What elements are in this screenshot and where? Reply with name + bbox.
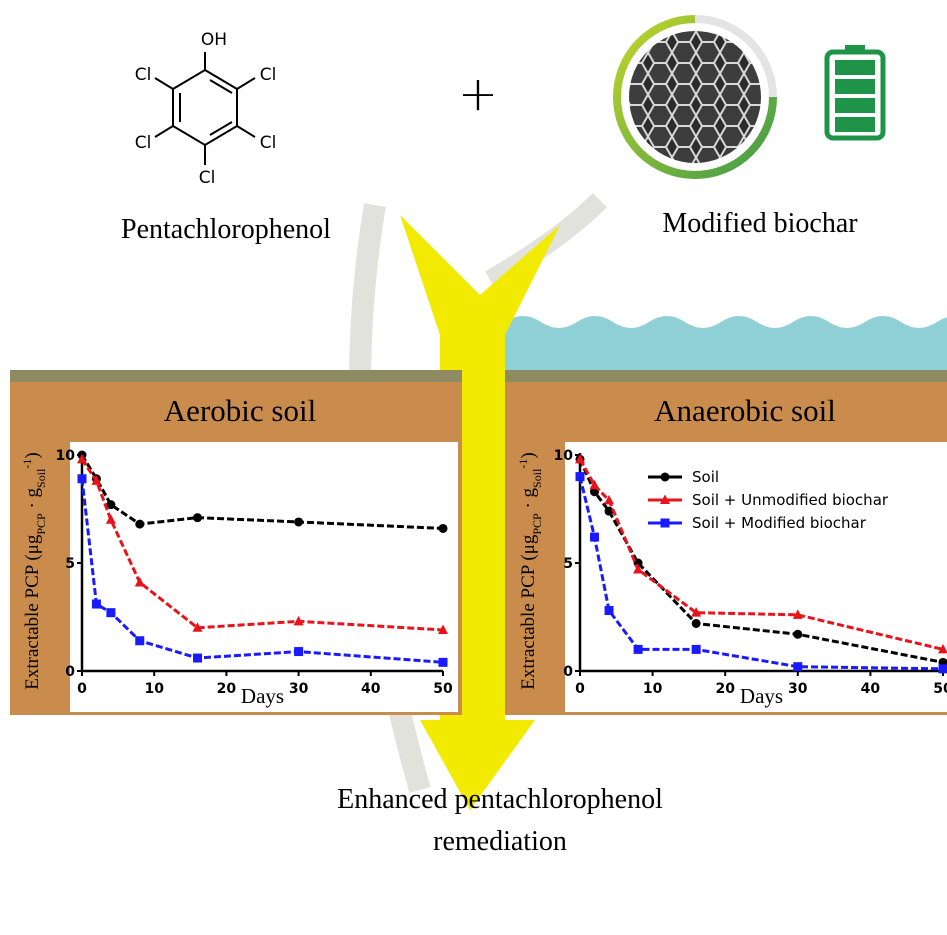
atom-label: Cl: [135, 65, 152, 85]
point: [692, 619, 701, 628]
y-label-part: Soil: [530, 468, 544, 488]
x-tick-label: 0: [77, 681, 87, 697]
y-tick-label: 0: [563, 664, 573, 680]
y-label-part: ): [22, 452, 43, 458]
biochar-image: [629, 31, 761, 163]
chart-title: Aerobic soil: [164, 393, 316, 428]
point: [605, 606, 614, 615]
atom-label: Cl: [260, 133, 277, 153]
water: [505, 316, 947, 372]
footer-line: remediation: [433, 826, 567, 857]
y-label-part: Extractable PCP (μg: [518, 534, 539, 690]
point: [692, 645, 701, 654]
y-label-part: · g: [22, 487, 43, 513]
footer-line: Enhanced pentachlorophenol: [337, 784, 663, 815]
point: [78, 474, 87, 483]
molecule-name: Pentachlorophenol: [121, 214, 331, 245]
point: [793, 662, 802, 671]
plus-sign: +: [458, 66, 498, 122]
x-tick-label: 40: [861, 681, 881, 697]
x-tick-label: 50: [433, 681, 453, 697]
atom-label: OH: [201, 30, 227, 50]
atom-label: Cl: [135, 133, 152, 153]
y-label-part: PCP: [34, 513, 48, 535]
y-label-part: ): [518, 452, 539, 458]
battery-cells: [835, 60, 875, 132]
point: [193, 513, 202, 522]
soil-top: [505, 370, 947, 382]
y-label-part: PCP: [530, 513, 544, 535]
y-tick-label: 0: [65, 664, 75, 680]
x-tick-label: 0: [575, 681, 585, 697]
point: [576, 472, 585, 481]
x-tick-label: 20: [217, 681, 237, 697]
point: [193, 654, 202, 663]
y-label-part: Soil: [34, 468, 48, 488]
point: [661, 473, 670, 482]
y-tick-label: 10: [56, 448, 76, 464]
point: [294, 517, 303, 526]
y-label-part: Extractable PCP (μg: [22, 534, 43, 690]
chart-title: Anaerobic soil: [654, 393, 836, 428]
x-tick-label: 50: [933, 681, 947, 697]
y-tick-label: 10: [554, 448, 574, 464]
y-label-part: · g: [518, 487, 539, 513]
point: [661, 519, 670, 528]
soil-top: [10, 370, 462, 382]
x-axis-label: Days: [740, 684, 783, 708]
x-tick-label: 20: [715, 681, 735, 697]
y-tick-label: 5: [563, 556, 573, 572]
point: [294, 647, 303, 656]
x-tick-label: 30: [289, 681, 309, 697]
molecule: [155, 52, 255, 165]
point: [439, 524, 448, 533]
y-label-part: -1: [20, 459, 34, 469]
point: [634, 645, 643, 654]
point: [590, 533, 599, 542]
point: [793, 630, 802, 639]
y-label-part: -1: [516, 459, 530, 469]
graphical-abstract: OH Cl Cl Cl Cl Cl Pentachlorophenol + Mo…: [0, 0, 947, 935]
biochar-name: Modified biochar: [662, 208, 858, 239]
legend-label: Soil + Unmodified biochar: [692, 491, 889, 509]
atom-label: Cl: [199, 168, 216, 188]
x-tick-label: 10: [144, 681, 164, 697]
point: [92, 600, 101, 609]
legend-label: Soil + Modified biochar: [692, 514, 867, 532]
x-tick-label: 10: [643, 681, 663, 697]
point: [106, 608, 115, 617]
x-tick-label: 40: [361, 681, 381, 697]
legend-label: Soil: [692, 468, 719, 486]
point: [135, 636, 144, 645]
point: [439, 658, 448, 667]
x-axis-label: Days: [241, 684, 284, 708]
x-tick-label: 30: [788, 681, 808, 697]
point: [939, 664, 947, 673]
atom-label: Cl: [260, 65, 277, 85]
point: [135, 520, 144, 529]
battery-tip: [845, 45, 865, 53]
y-tick-label: 5: [65, 556, 75, 572]
